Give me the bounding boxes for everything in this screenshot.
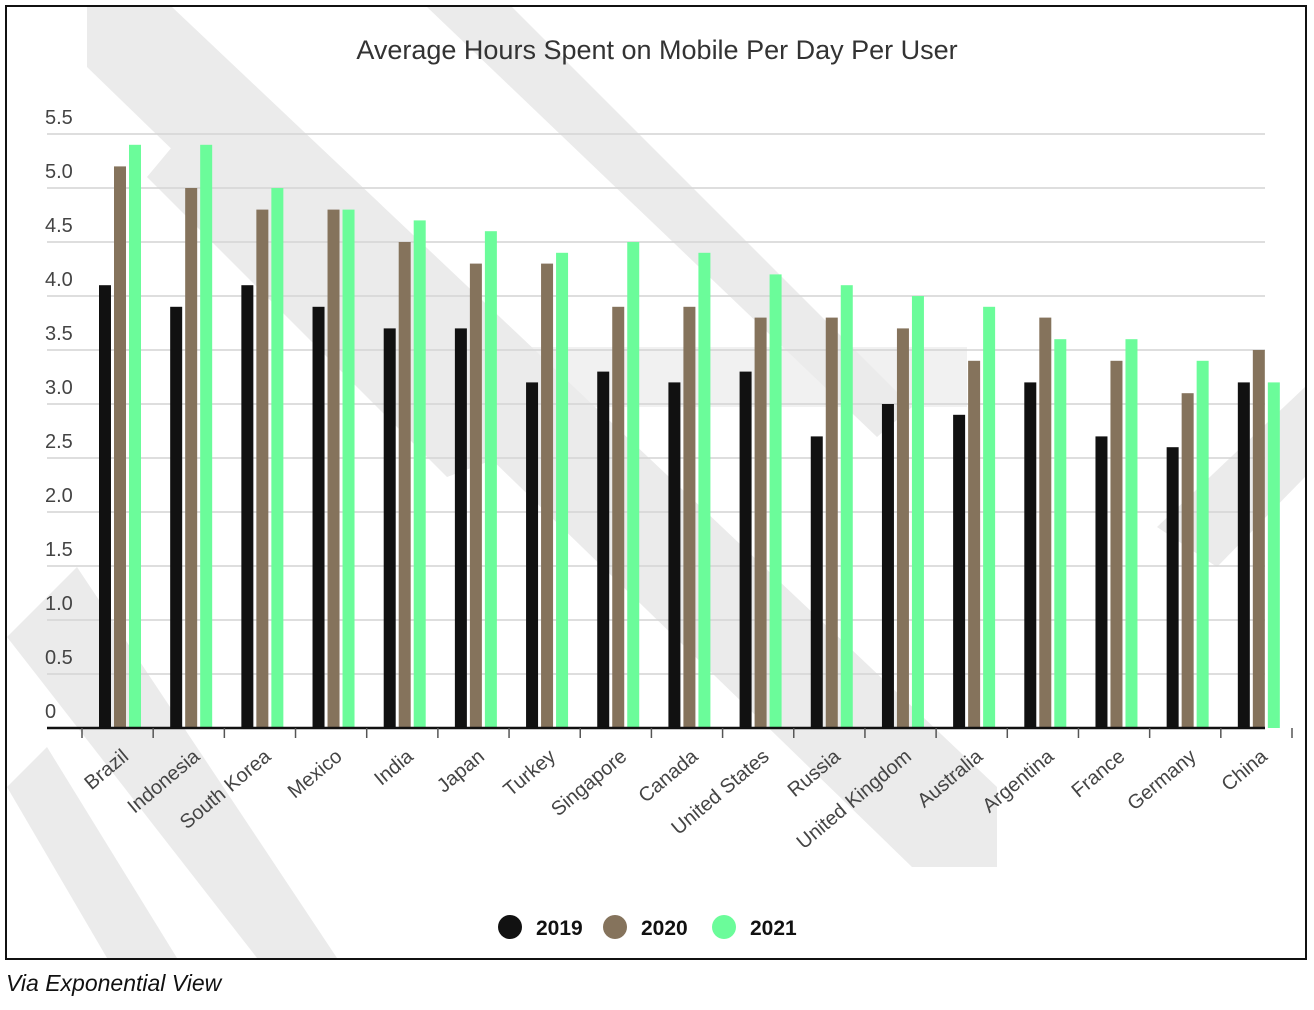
y-tick-label: 4.5 <box>45 215 73 237</box>
y-tick-label: 4.0 <box>45 269 73 291</box>
bar-2020 <box>541 263 554 728</box>
bar-2021 <box>627 242 640 728</box>
bar-2020 <box>825 317 838 728</box>
y-tick-label: 5.0 <box>45 161 73 183</box>
bar-2020 <box>327 209 340 729</box>
y-tick-label: 3.0 <box>45 377 73 399</box>
bar-2021 <box>484 231 497 728</box>
bar-2020 <box>1039 317 1052 728</box>
x-tick-label: Mexico <box>284 745 347 803</box>
bar-2021 <box>556 252 569 729</box>
chart-title: Average Hours Spent on Mobile Per Day Pe… <box>356 35 957 65</box>
bar-2019 <box>241 285 254 728</box>
bar-2019 <box>454 328 467 728</box>
legend-swatch <box>712 915 736 939</box>
bar-2020 <box>398 242 411 728</box>
bar-2021 <box>983 306 996 728</box>
y-tick-label: 0 <box>45 701 56 723</box>
bar-2019 <box>383 328 396 728</box>
bar-2021 <box>1125 339 1138 728</box>
bar-2019 <box>881 404 894 728</box>
legend-item-2019: 2019 <box>498 915 583 940</box>
x-tick-label: Germany <box>1123 745 1200 815</box>
bar-2021 <box>342 209 355 729</box>
bar-2019 <box>597 371 610 728</box>
bar-2020 <box>683 306 696 728</box>
x-tick-label: Canada <box>635 745 703 807</box>
bar-2019 <box>810 436 823 728</box>
bar-2020 <box>896 328 909 728</box>
bar-2019 <box>1237 382 1250 728</box>
legend-item-2021: 2021 <box>712 915 797 940</box>
y-axis-ticks: 0 0.5 1.0 1.5 2.0 2.5 3.0 3.5 4.0 4.5 5.0 5.5 <box>45 107 73 723</box>
bar-2019 <box>953 414 966 728</box>
bar-2019 <box>1166 447 1179 728</box>
bar-2020 <box>469 263 482 728</box>
bar-2019 <box>1024 382 1037 728</box>
bar-2019 <box>668 382 681 728</box>
legend-label: 2020 <box>641 917 688 940</box>
bar-2021 <box>911 296 924 728</box>
bar-2020 <box>114 166 126 728</box>
y-tick-label: 1.5 <box>45 539 73 561</box>
chart-frame: Average Hours Spent on Mobile Per Day Pe… <box>5 5 1307 960</box>
x-tick-label: China <box>1218 745 1273 796</box>
bar-2019 <box>1095 436 1108 728</box>
x-tick-label: Japan <box>433 745 489 797</box>
y-tick-label: 0.5 <box>45 647 73 669</box>
bar-2021 <box>840 285 853 728</box>
bar-2019 <box>170 306 183 728</box>
bar-2020 <box>612 306 625 728</box>
y-tick-label: 1.0 <box>45 593 73 615</box>
y-tick-label: 2.0 <box>45 485 73 507</box>
bar-2021 <box>1267 382 1280 728</box>
y-tick-label: 2.5 <box>45 431 73 453</box>
bar-2021 <box>698 252 711 729</box>
bar-2020 <box>754 317 767 728</box>
bar-2021 <box>129 144 141 729</box>
legend: 2019 2020 2021 <box>498 915 797 940</box>
bar-2019 <box>526 382 539 728</box>
bar-2020 <box>256 209 269 729</box>
y-tick-label: 5.5 <box>45 107 73 129</box>
bars <box>99 144 1280 729</box>
bar-2019 <box>739 371 752 728</box>
x-axis <box>47 726 1293 738</box>
x-tick-label: Turkey <box>500 745 560 801</box>
chart: Average Hours Spent on Mobile Per Day Pe… <box>7 7 1305 958</box>
bar-2021 <box>769 274 782 728</box>
legend-item-2020: 2020 <box>603 915 688 940</box>
legend-swatch <box>498 915 522 939</box>
bar-2020 <box>1252 350 1265 728</box>
x-tick-label: Singapore <box>547 745 631 820</box>
bar-2019 <box>312 306 325 728</box>
legend-label: 2019 <box>536 917 583 940</box>
bar-2020 <box>185 188 198 728</box>
bar-2020 <box>1181 393 1194 728</box>
bar-2019 <box>99 285 111 728</box>
bar-2020 <box>968 360 981 728</box>
bar-2021 <box>271 188 284 728</box>
source-caption: Via Exponential View <box>6 970 222 996</box>
legend-swatch <box>603 915 627 939</box>
bar-2021 <box>1196 360 1209 728</box>
bar-2021 <box>1054 339 1067 728</box>
x-tick-label: France <box>1068 745 1130 802</box>
y-tick-label: 3.5 <box>45 323 73 345</box>
x-tick-label: India <box>370 745 418 790</box>
bar-2021 <box>200 144 213 729</box>
bar-2021 <box>413 220 426 728</box>
bar-2020 <box>1110 360 1123 728</box>
legend-label: 2021 <box>750 917 797 940</box>
